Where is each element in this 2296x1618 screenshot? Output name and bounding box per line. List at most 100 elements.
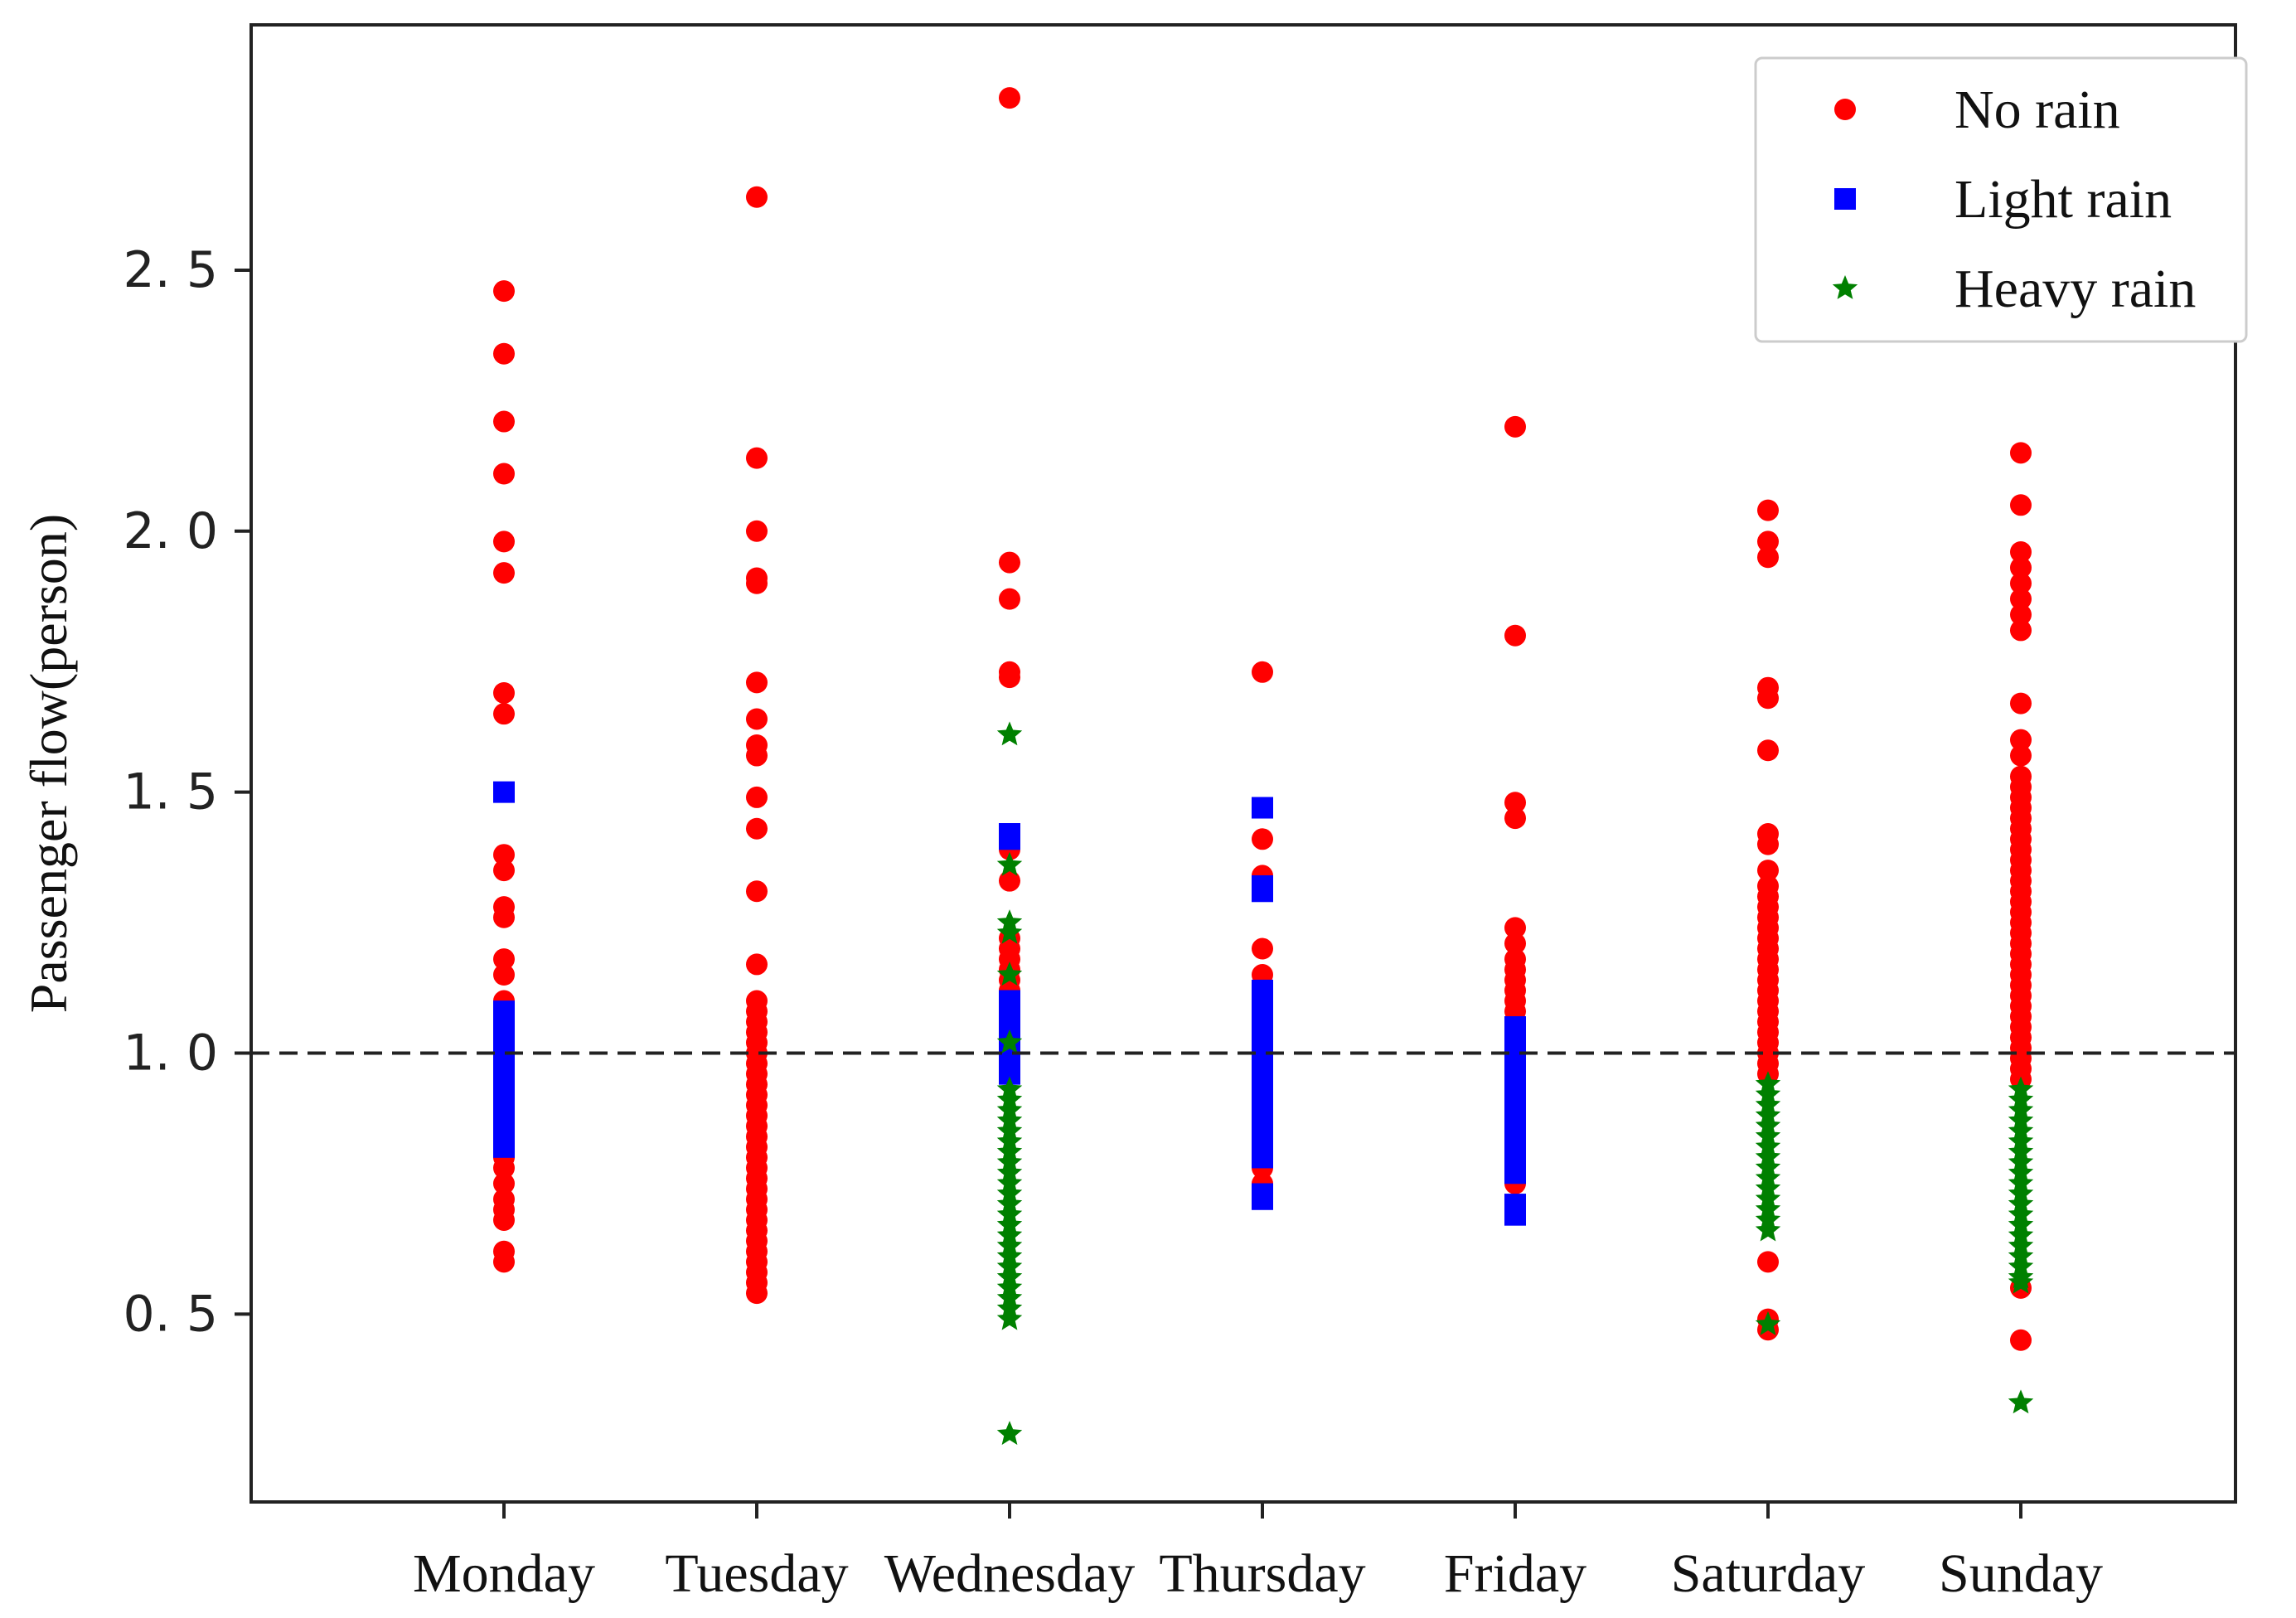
data-point [493, 410, 515, 433]
data-point [493, 781, 515, 803]
data-point [1755, 1217, 1781, 1242]
data-point [493, 1172, 515, 1194]
y-tick-label: 1. 5 [124, 763, 219, 821]
data-point [1755, 1310, 1781, 1335]
data-point [2010, 556, 2032, 579]
data-point [493, 964, 515, 986]
data-point [746, 880, 768, 903]
legend-marker-light-rain [1834, 188, 1856, 210]
data-point [999, 588, 1020, 610]
data-point [493, 703, 515, 725]
data-point [996, 1029, 1023, 1054]
data-point [493, 860, 515, 882]
data-point [1757, 860, 1779, 882]
data-point [746, 671, 768, 694]
series-heavy-rain [996, 721, 2034, 1446]
data-point [2010, 744, 2032, 767]
data-point [2010, 540, 2032, 563]
x-tick-label-tuesday: Tuesday [665, 1543, 848, 1604]
data-point [999, 828, 1020, 850]
data-point [1252, 937, 1273, 960]
data-point [1757, 687, 1779, 710]
data-point [996, 1421, 1023, 1446]
data-point [1504, 917, 1526, 939]
x-tick-label-sunday: Sunday [1939, 1543, 2103, 1604]
data-point [746, 186, 768, 208]
data-point [493, 463, 515, 485]
data-point [746, 520, 768, 542]
legend-box [1754, 56, 2248, 343]
x-tick-label-friday: Friday [1444, 1543, 1586, 1604]
data-point [999, 87, 1020, 109]
data-point [746, 572, 768, 594]
data-point [2010, 1329, 2032, 1351]
data-point [996, 919, 1023, 944]
data-point [999, 666, 1020, 689]
y-axis-label: Passenger flow(person) [19, 514, 78, 1014]
data-point [1757, 833, 1779, 855]
x-axis: Monday Tuesday Wednesday Thursday Friday Satu… [413, 1502, 2103, 1604]
data-point [996, 721, 1023, 746]
data-point [1252, 661, 1273, 683]
data-point [746, 708, 768, 730]
data-point [1757, 739, 1779, 762]
legend-label-heavy-rain: Heavy rain [1955, 259, 2196, 319]
data-point [999, 870, 1020, 892]
data-point [2010, 603, 2032, 626]
data-point [1504, 1204, 1526, 1226]
data-point [493, 342, 515, 365]
data-point [1252, 880, 1273, 903]
y-tick-label: 2. 5 [124, 241, 219, 299]
y-tick-label: 2. 0 [124, 502, 219, 560]
data-point [2010, 494, 2032, 516]
data-point [2008, 1269, 2034, 1294]
y-axis: 0. 5 1. 0 1. 5 2. 0 2. 5 [124, 241, 251, 1343]
data-point [746, 953, 768, 976]
data-point [746, 786, 768, 808]
x-tick-label-thursday: Thursday [1159, 1543, 1365, 1604]
data-point [2010, 692, 2032, 715]
data-point [2010, 588, 2032, 610]
data-point [999, 551, 1020, 574]
data-point [2010, 619, 2032, 642]
legend-marker-heavy-rain [1832, 275, 1858, 299]
data-point [1504, 624, 1526, 647]
data-point [1504, 807, 1526, 830]
x-tick-label-monday: Monday [413, 1543, 595, 1604]
data-point [746, 817, 768, 840]
series-no-rain [493, 87, 2032, 1351]
data-point [996, 962, 1023, 986]
data-point [1504, 792, 1526, 814]
plot-frame [249, 23, 2237, 1504]
data-point [493, 1157, 515, 1180]
data-point [1504, 415, 1526, 438]
data-point [493, 948, 515, 971]
data-point [493, 1251, 515, 1273]
data-point [996, 851, 1023, 876]
legend-label-no-rain: No rain [1955, 80, 2120, 140]
data-point [1757, 499, 1779, 521]
data-point [493, 844, 515, 866]
data-point [746, 447, 768, 469]
x-tick-label-wednesday: Wednesday [884, 1543, 1136, 1604]
data-point [493, 1136, 515, 1158]
legend-label-light-rain: Light rain [1955, 169, 2172, 230]
data-point [1504, 933, 1526, 955]
data-point [2010, 442, 2032, 464]
data-point [746, 1282, 768, 1305]
data-point [493, 562, 515, 584]
data-point [1252, 828, 1273, 850]
data-point [493, 530, 515, 553]
data-point [493, 280, 515, 303]
x-tick-label-saturday: Saturday [1671, 1543, 1866, 1604]
data-point [493, 906, 515, 928]
y-tick-label: 1. 0 [124, 1024, 219, 1082]
data-point [1252, 797, 1273, 819]
plot-area [493, 87, 2034, 1446]
legend-marker-no-rain [1834, 99, 1856, 120]
y-tick-label: 0. 5 [124, 1285, 219, 1343]
data-point [1504, 1162, 1526, 1184]
data-point [1252, 1146, 1273, 1169]
data-point [2008, 1389, 2034, 1414]
